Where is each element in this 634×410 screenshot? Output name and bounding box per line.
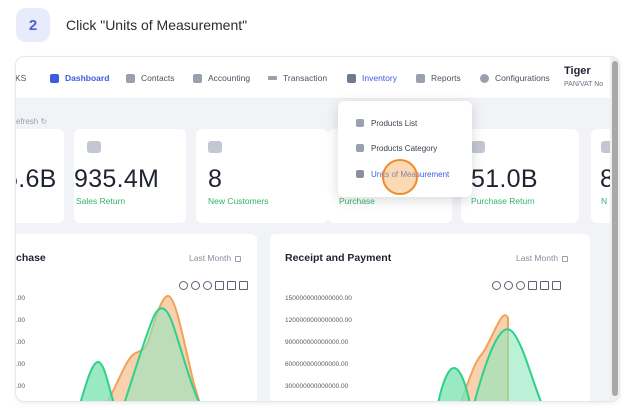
purchase-chart-panel: chase Last Month .00 .00 .00 .00 .00 xyxy=(16,234,257,401)
stat-label: Purchase Return xyxy=(471,196,535,206)
stat-label: N xyxy=(601,196,608,206)
nav-item-configurations[interactable]: Configurations xyxy=(480,71,550,85)
chevron-down-icon xyxy=(235,255,242,262)
contacts-icon xyxy=(126,73,135,83)
zoom-out-icon[interactable] xyxy=(191,281,200,290)
box-icon xyxy=(356,119,364,127)
menu-item-products-category[interactable]: Products Category xyxy=(356,141,437,155)
nav-label: Inventory xyxy=(362,73,397,83)
home-icon[interactable] xyxy=(227,281,236,290)
refresh-label: efresh xyxy=(16,117,39,126)
users-icon xyxy=(208,141,222,153)
chart-toolbar xyxy=(492,281,561,290)
nav-item-inventory[interactable]: Inventory xyxy=(347,71,397,85)
green-series-area xyxy=(437,366,471,401)
receipt-payment-area-chart xyxy=(437,314,542,401)
nav-label: Accounting xyxy=(208,73,251,83)
refresh-link[interactable]: efresh ↻ xyxy=(16,117,47,126)
nav-label: Configurations xyxy=(495,73,550,83)
chart-toolbar xyxy=(179,281,248,290)
dashboard-icon xyxy=(50,73,59,83)
stat-card-new-customers: 8 New Customers xyxy=(196,129,328,223)
menu-item-label: Products Category xyxy=(371,143,438,153)
step-header: 2 Click "Units of Measurement" xyxy=(16,8,247,42)
refresh-icon: ↻ xyxy=(40,117,48,126)
menu-icon[interactable] xyxy=(239,281,248,290)
user-subtitle: PAN/VAT No xyxy=(564,81,604,88)
stat-card: 5.6B xyxy=(16,129,64,223)
y-tick: 900000000000000.00 xyxy=(285,339,349,346)
pan-hand-icon[interactable] xyxy=(528,281,537,290)
nav-label: Reports xyxy=(431,73,461,83)
click-indicator xyxy=(382,159,418,195)
y-tick: .00 xyxy=(16,339,26,346)
nav-item-dashboard[interactable]: Dashboard xyxy=(50,71,109,85)
green-series-area xyxy=(473,328,542,401)
magnifier-icon[interactable] xyxy=(516,281,525,290)
step-instruction: Click "Units of Measurement" xyxy=(66,17,248,33)
vertical-scrollbar[interactable] xyxy=(610,57,619,401)
chevron-down-icon xyxy=(562,255,569,262)
app-screenshot: KS Dashboard Contacts Accounting Transac… xyxy=(16,57,619,401)
nav-item-contacts[interactable]: Contacts xyxy=(126,71,175,85)
nav-label: KS xyxy=(16,73,27,83)
period-select[interactable]: Last Month xyxy=(516,253,569,263)
purchase-area-chart xyxy=(79,294,201,401)
y-tick: 300000000000000.00 xyxy=(285,383,349,390)
stat-value: 8 xyxy=(208,165,223,193)
stat-label: New Customers xyxy=(208,196,269,206)
arrow-left-icon xyxy=(87,141,101,153)
stat-card-sales-return: 935.4M Sales Return xyxy=(74,129,186,223)
pan-hand-icon[interactable] xyxy=(215,281,224,290)
user-name[interactable]: Tiger xyxy=(564,65,591,77)
panel-title: Receipt and Payment xyxy=(285,252,392,264)
nav-item-reports[interactable]: Reports xyxy=(416,71,461,85)
magnifier-icon[interactable] xyxy=(203,281,212,290)
scrollbar-thumb[interactable] xyxy=(612,61,618,396)
inventory-icon xyxy=(347,73,356,83)
category-icon xyxy=(356,144,364,152)
step-number-badge: 2 xyxy=(16,8,50,42)
home-icon[interactable] xyxy=(540,281,549,290)
accounting-icon xyxy=(193,73,202,83)
stat-value: 51.0B xyxy=(471,165,538,193)
nav-label: Transaction xyxy=(283,73,328,83)
period-label: Last Month xyxy=(516,253,559,263)
panel-title: chase xyxy=(16,252,46,264)
zoom-out-icon[interactable] xyxy=(504,281,513,290)
nav-item-partial[interactable]: KS xyxy=(16,71,26,85)
y-tick: 1200000000000000.00 xyxy=(285,317,352,324)
nav-label: Contacts xyxy=(141,73,175,83)
stat-value: 935.4M xyxy=(74,165,160,193)
green-series-area xyxy=(123,307,200,401)
gear-icon xyxy=(480,73,489,83)
nav-label: Dashboard xyxy=(65,73,110,83)
arrow-right-icon xyxy=(471,141,485,153)
stat-label: Sales Return xyxy=(76,196,126,206)
green-series-area xyxy=(79,360,115,401)
stat-card-purchase-return: 51.0B Purchase Return xyxy=(461,129,579,223)
y-tick: .00 xyxy=(16,295,26,302)
y-tick: .00 xyxy=(16,383,26,390)
stat-label: Purchase xyxy=(339,196,375,206)
y-tick: 600000000000000.00 xyxy=(285,361,349,368)
nav-item-accounting[interactable]: Accounting xyxy=(193,71,250,85)
period-select[interactable]: Last Month xyxy=(189,253,242,263)
stat-value: 5.6B xyxy=(16,165,57,193)
top-navbar: KS Dashboard Contacts Accounting Transac… xyxy=(16,57,610,99)
menu-item-label: Products List xyxy=(371,118,418,128)
ruler-icon xyxy=(356,170,364,178)
zoom-in-icon[interactable] xyxy=(492,281,501,290)
receipt-payment-chart-panel: Receipt and Payment Last Month 150000000… xyxy=(270,234,590,401)
y-tick: .00 xyxy=(16,361,26,368)
menu-icon[interactable] xyxy=(552,281,561,290)
y-tick: .00 xyxy=(16,317,26,324)
reports-icon xyxy=(416,73,425,83)
zoom-in-icon[interactable] xyxy=(179,281,188,290)
period-label: Last Month xyxy=(189,253,232,263)
nav-item-transaction[interactable]: Transaction xyxy=(268,71,327,85)
transaction-icon xyxy=(268,76,277,80)
menu-item-products-list[interactable]: Products List xyxy=(356,116,417,130)
y-tick: 1500000000000000.00 xyxy=(285,295,352,302)
